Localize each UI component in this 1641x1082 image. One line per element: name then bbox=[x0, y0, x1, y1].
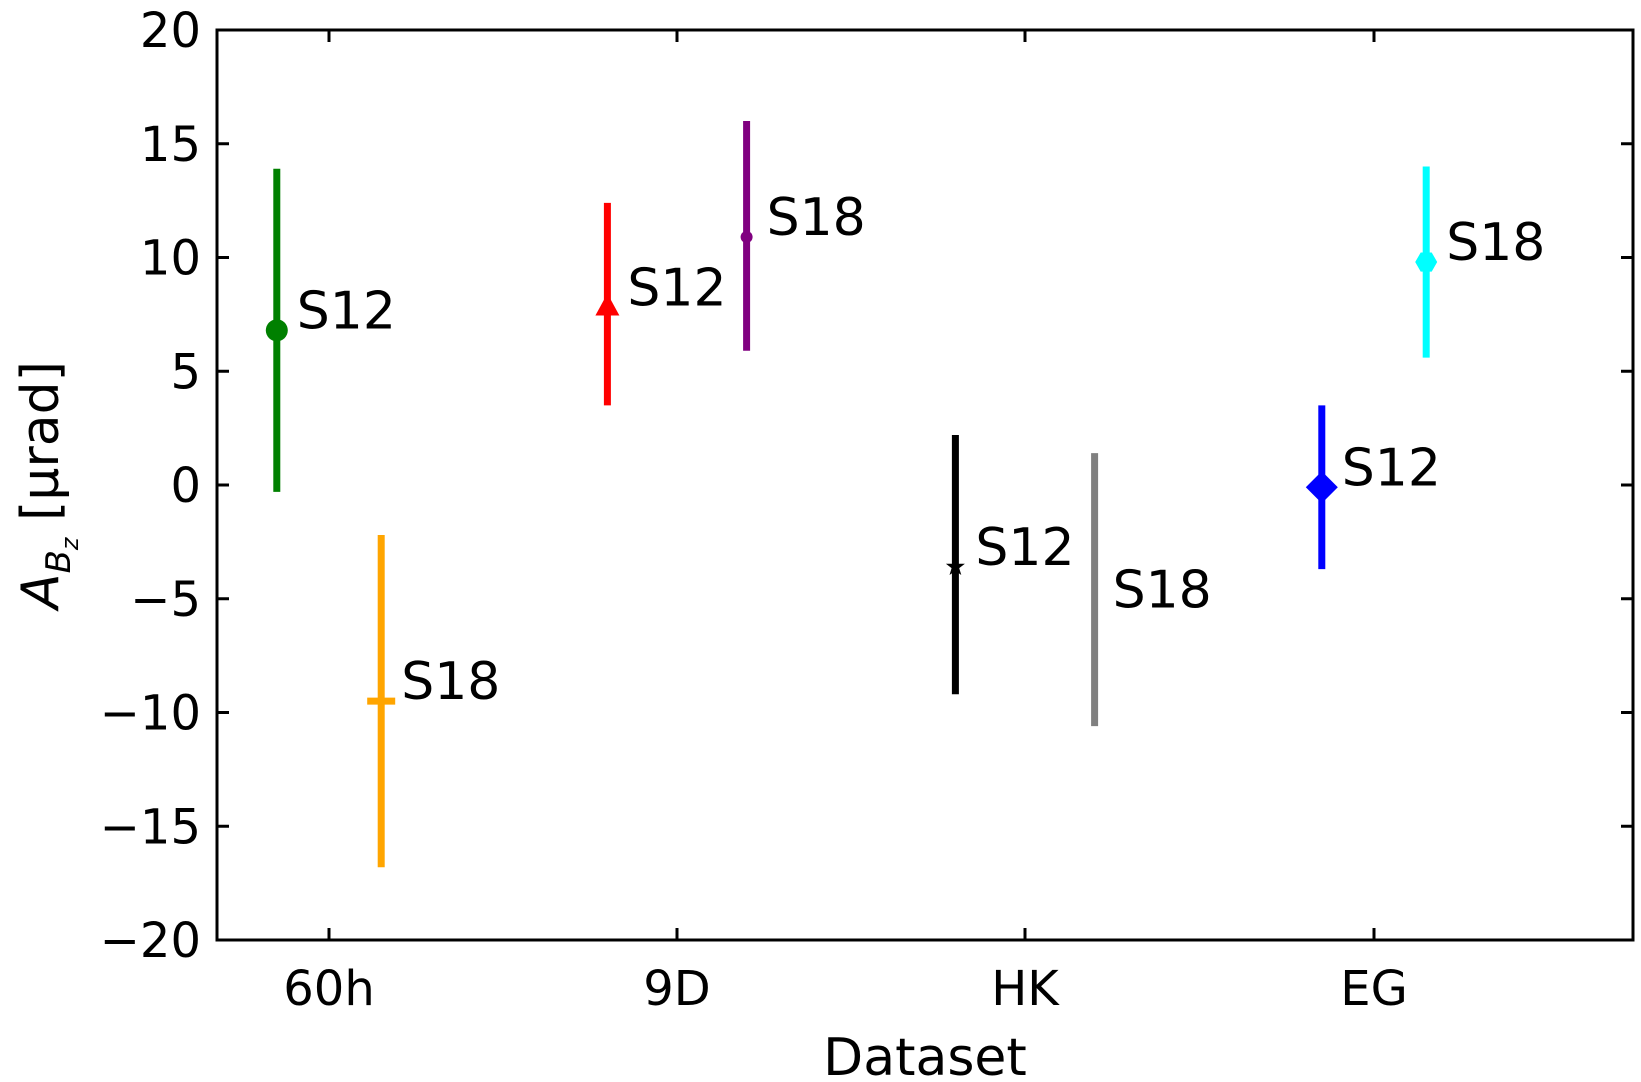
y-axis-title-unit: [μrad] bbox=[11, 361, 71, 537]
diamond-marker bbox=[1305, 471, 1338, 504]
x-axis-title: Dataset bbox=[823, 1028, 1027, 1082]
data-point-HK-S12: S12 bbox=[945, 434, 1075, 695]
y-axis-ticks: 20 15 10 5 0 −5 −10 −15 −20 bbox=[100, 3, 1633, 969]
data-point-HK-S18: S18 bbox=[1091, 453, 1212, 727]
y-tick-label: 10 bbox=[140, 231, 201, 287]
y-tick-label: 0 bbox=[170, 458, 201, 514]
hexagon-marker bbox=[1415, 252, 1438, 272]
data-point-EG-S12: S12 bbox=[1305, 405, 1441, 570]
circle-marker bbox=[265, 319, 288, 342]
x-axis-ticks: 60h 9D HK EG bbox=[283, 30, 1408, 1017]
y-tick-label: −20 bbox=[100, 913, 201, 969]
star-marker bbox=[945, 556, 965, 575]
y-tick-label: 20 bbox=[140, 3, 201, 59]
y-axis-title-subsub: z bbox=[56, 536, 84, 551]
x-tick-label: HK bbox=[991, 961, 1060, 1017]
data-point-EG-S18: S18 bbox=[1415, 166, 1545, 358]
point-label: S18 bbox=[401, 652, 500, 712]
x-tick-label: 60h bbox=[283, 961, 375, 1017]
point-label: S12 bbox=[975, 518, 1074, 578]
y-axis-title-sub: B bbox=[39, 550, 79, 573]
y-tick-label: 5 bbox=[170, 344, 201, 400]
y-tick-label: −5 bbox=[130, 572, 201, 628]
point-label: S12 bbox=[1342, 438, 1441, 498]
point-label: S18 bbox=[1113, 561, 1212, 621]
y-tick-label: 15 bbox=[140, 117, 201, 173]
point-label: S18 bbox=[1446, 213, 1545, 273]
data-point-9D-S12: S12 bbox=[595, 202, 727, 406]
y-tick-label: −15 bbox=[100, 799, 201, 855]
point-label: S12 bbox=[297, 281, 396, 341]
data-point-60h-S12: S12 bbox=[265, 168, 396, 492]
triangle-marker bbox=[595, 293, 620, 316]
data-points: S12 S18 S12 S18 S12 S18 S12 S18 bbox=[265, 121, 1545, 868]
x-tick-label: 9D bbox=[643, 961, 711, 1017]
point-label: S18 bbox=[767, 188, 866, 248]
point-label: S12 bbox=[627, 259, 726, 319]
data-point-60h-S18: S18 bbox=[367, 535, 500, 868]
data-point-9D-S18: S18 bbox=[740, 121, 866, 351]
x-tick-label: EG bbox=[1340, 961, 1408, 1017]
y-axis-title-base: A bbox=[11, 573, 71, 612]
dot-marker bbox=[740, 231, 753, 244]
y-axis-title: ABz [μrad] bbox=[11, 361, 84, 612]
y-tick-label: −10 bbox=[100, 686, 201, 742]
